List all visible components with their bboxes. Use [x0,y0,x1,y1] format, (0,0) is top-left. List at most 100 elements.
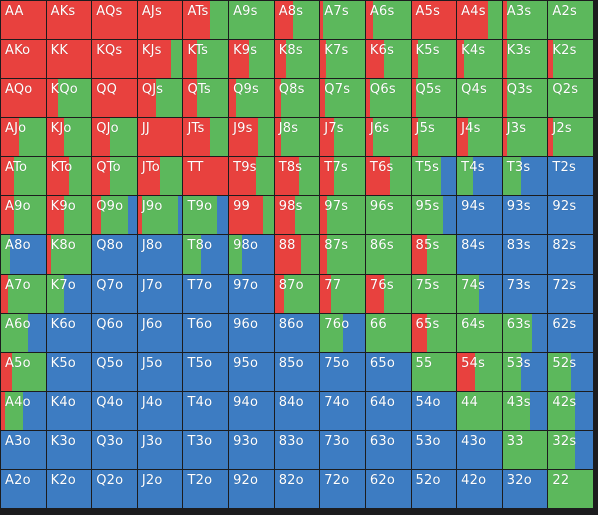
hand-cell-T3o[interactable]: T3o [183,430,229,469]
hand-cell-42s[interactable]: 42s [548,391,593,430]
hand-cell-Q7s[interactable]: Q7s [320,79,365,118]
hand-cell-63o[interactable]: 63o [365,430,411,469]
hand-cell-T9s[interactable]: T9s [229,157,274,196]
hand-cell-KQs[interactable]: KQs [92,40,137,79]
hand-cell-63s[interactable]: 63s [502,313,548,352]
hand-cell-J2o[interactable]: J2o [137,469,183,508]
hand-cell-JTs[interactable]: JTs [183,118,229,157]
hand-cell-T2s[interactable]: T2s [548,157,593,196]
hand-cell-A9s[interactable]: A9s [229,1,274,40]
hand-cell-JJ[interactable]: JJ [137,118,183,157]
hand-cell-83s[interactable]: 83s [502,235,548,274]
hand-cell-T6s[interactable]: T6s [365,157,411,196]
hand-cell-Q2o[interactable]: Q2o [92,469,137,508]
hand-cell-85s[interactable]: 85s [411,235,457,274]
hand-cell-K5o[interactable]: K5o [46,352,92,391]
hand-cell-J4s[interactable]: J4s [457,118,502,157]
hand-cell-QTo[interactable]: QTo [92,157,137,196]
hand-cell-AJs[interactable]: AJs [137,1,183,40]
hand-cell-43o[interactable]: 43o [457,430,502,469]
hand-cell-J8o[interactable]: J8o [137,235,183,274]
hand-cell-99[interactable]: 99 [229,196,274,235]
hand-cell-J7s[interactable]: J7s [320,118,365,157]
hand-cell-AQo[interactable]: AQo [1,79,46,118]
hand-cell-Q4s[interactable]: Q4s [457,79,502,118]
hand-cell-T7o[interactable]: T7o [183,274,229,313]
hand-cell-T2o[interactable]: T2o [183,469,229,508]
hand-cell-A3o[interactable]: A3o [1,430,46,469]
hand-cell-J2s[interactable]: J2s [548,118,593,157]
hand-cell-Q5o[interactable]: Q5o [92,352,137,391]
hand-cell-84o[interactable]: 84o [274,391,320,430]
hand-cell-A5s[interactable]: A5s [411,1,457,40]
hand-cell-54s[interactable]: 54s [457,352,502,391]
hand-cell-KK[interactable]: KK [46,40,92,79]
hand-cell-92o[interactable]: 92o [229,469,274,508]
hand-cell-94o[interactable]: 94o [229,391,274,430]
hand-cell-T9o[interactable]: T9o [183,196,229,235]
hand-cell-72s[interactable]: 72s [548,274,593,313]
hand-cell-AKs[interactable]: AKs [46,1,92,40]
hand-cell-J9o[interactable]: J9o [137,196,183,235]
hand-cell-T5o[interactable]: T5o [183,352,229,391]
hand-cell-92s[interactable]: 92s [548,196,593,235]
hand-cell-ATo[interactable]: ATo [1,157,46,196]
hand-cell-Q9s[interactable]: Q9s [229,79,274,118]
hand-cell-Q8o[interactable]: Q8o [92,235,137,274]
hand-cell-KTs[interactable]: KTs [183,40,229,79]
hand-cell-52o[interactable]: 52o [411,469,457,508]
hand-cell-K7s[interactable]: K7s [320,40,365,79]
hand-cell-QJo[interactable]: QJo [92,118,137,157]
hand-cell-53o[interactable]: 53o [411,430,457,469]
hand-cell-A7s[interactable]: A7s [320,1,365,40]
hand-cell-T6o[interactable]: T6o [183,313,229,352]
hand-cell-Q7o[interactable]: Q7o [92,274,137,313]
hand-cell-J5o[interactable]: J5o [137,352,183,391]
hand-cell-42o[interactable]: 42o [457,469,502,508]
hand-cell-J4o[interactable]: J4o [137,391,183,430]
hand-cell-96s[interactable]: 96s [365,196,411,235]
hand-cell-T4s[interactable]: T4s [457,157,502,196]
hand-cell-A6o[interactable]: A6o [1,313,46,352]
hand-cell-32o[interactable]: 32o [502,469,548,508]
hand-cell-J5s[interactable]: J5s [411,118,457,157]
hand-cell-KJo[interactable]: KJo [46,118,92,157]
hand-cell-Q8s[interactable]: Q8s [274,79,320,118]
hand-cell-QQ[interactable]: QQ [92,79,137,118]
hand-cell-93o[interactable]: 93o [229,430,274,469]
hand-cell-65s[interactable]: 65s [411,313,457,352]
hand-cell-97s[interactable]: 97s [320,196,365,235]
hand-cell-86s[interactable]: 86s [365,235,411,274]
hand-cell-T7s[interactable]: T7s [320,157,365,196]
hand-cell-A3s[interactable]: A3s [502,1,548,40]
hand-cell-73o[interactable]: 73o [320,430,365,469]
hand-cell-A6s[interactable]: A6s [365,1,411,40]
hand-cell-43s[interactable]: 43s [502,391,548,430]
hand-cell-74o[interactable]: 74o [320,391,365,430]
hand-cell-A9o[interactable]: A9o [1,196,46,235]
hand-cell-K6s[interactable]: K6s [365,40,411,79]
hand-cell-88[interactable]: 88 [274,235,320,274]
hand-cell-64s[interactable]: 64s [457,313,502,352]
hand-cell-J3s[interactable]: J3s [502,118,548,157]
hand-cell-K5s[interactable]: K5s [411,40,457,79]
hand-cell-97o[interactable]: 97o [229,274,274,313]
hand-cell-73s[interactable]: 73s [502,274,548,313]
hand-cell-J8s[interactable]: J8s [274,118,320,157]
hand-cell-72o[interactable]: 72o [320,469,365,508]
hand-cell-AA[interactable]: AA [1,1,46,40]
hand-cell-K3o[interactable]: K3o [46,430,92,469]
hand-cell-55[interactable]: 55 [411,352,457,391]
hand-cell-95o[interactable]: 95o [229,352,274,391]
hand-cell-A7o[interactable]: A7o [1,274,46,313]
hand-cell-76o[interactable]: 76o [320,313,365,352]
hand-cell-T8s[interactable]: T8s [274,157,320,196]
hand-cell-93s[interactable]: 93s [502,196,548,235]
hand-cell-66[interactable]: 66 [365,313,411,352]
hand-cell-J7o[interactable]: J7o [137,274,183,313]
hand-cell-62s[interactable]: 62s [548,313,593,352]
hand-cell-62o[interactable]: 62o [365,469,411,508]
hand-cell-QTs[interactable]: QTs [183,79,229,118]
hand-cell-94s[interactable]: 94s [457,196,502,235]
hand-cell-87s[interactable]: 87s [320,235,365,274]
